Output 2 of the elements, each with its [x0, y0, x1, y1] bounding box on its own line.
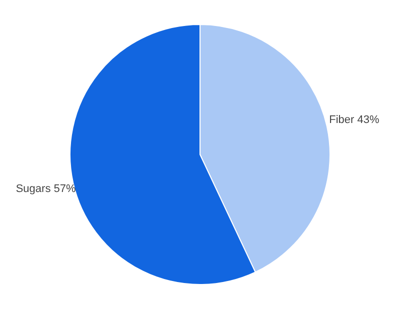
slice-label: Fiber 43%: [329, 114, 380, 126]
slice-label: Sugars 57%: [16, 182, 76, 195]
